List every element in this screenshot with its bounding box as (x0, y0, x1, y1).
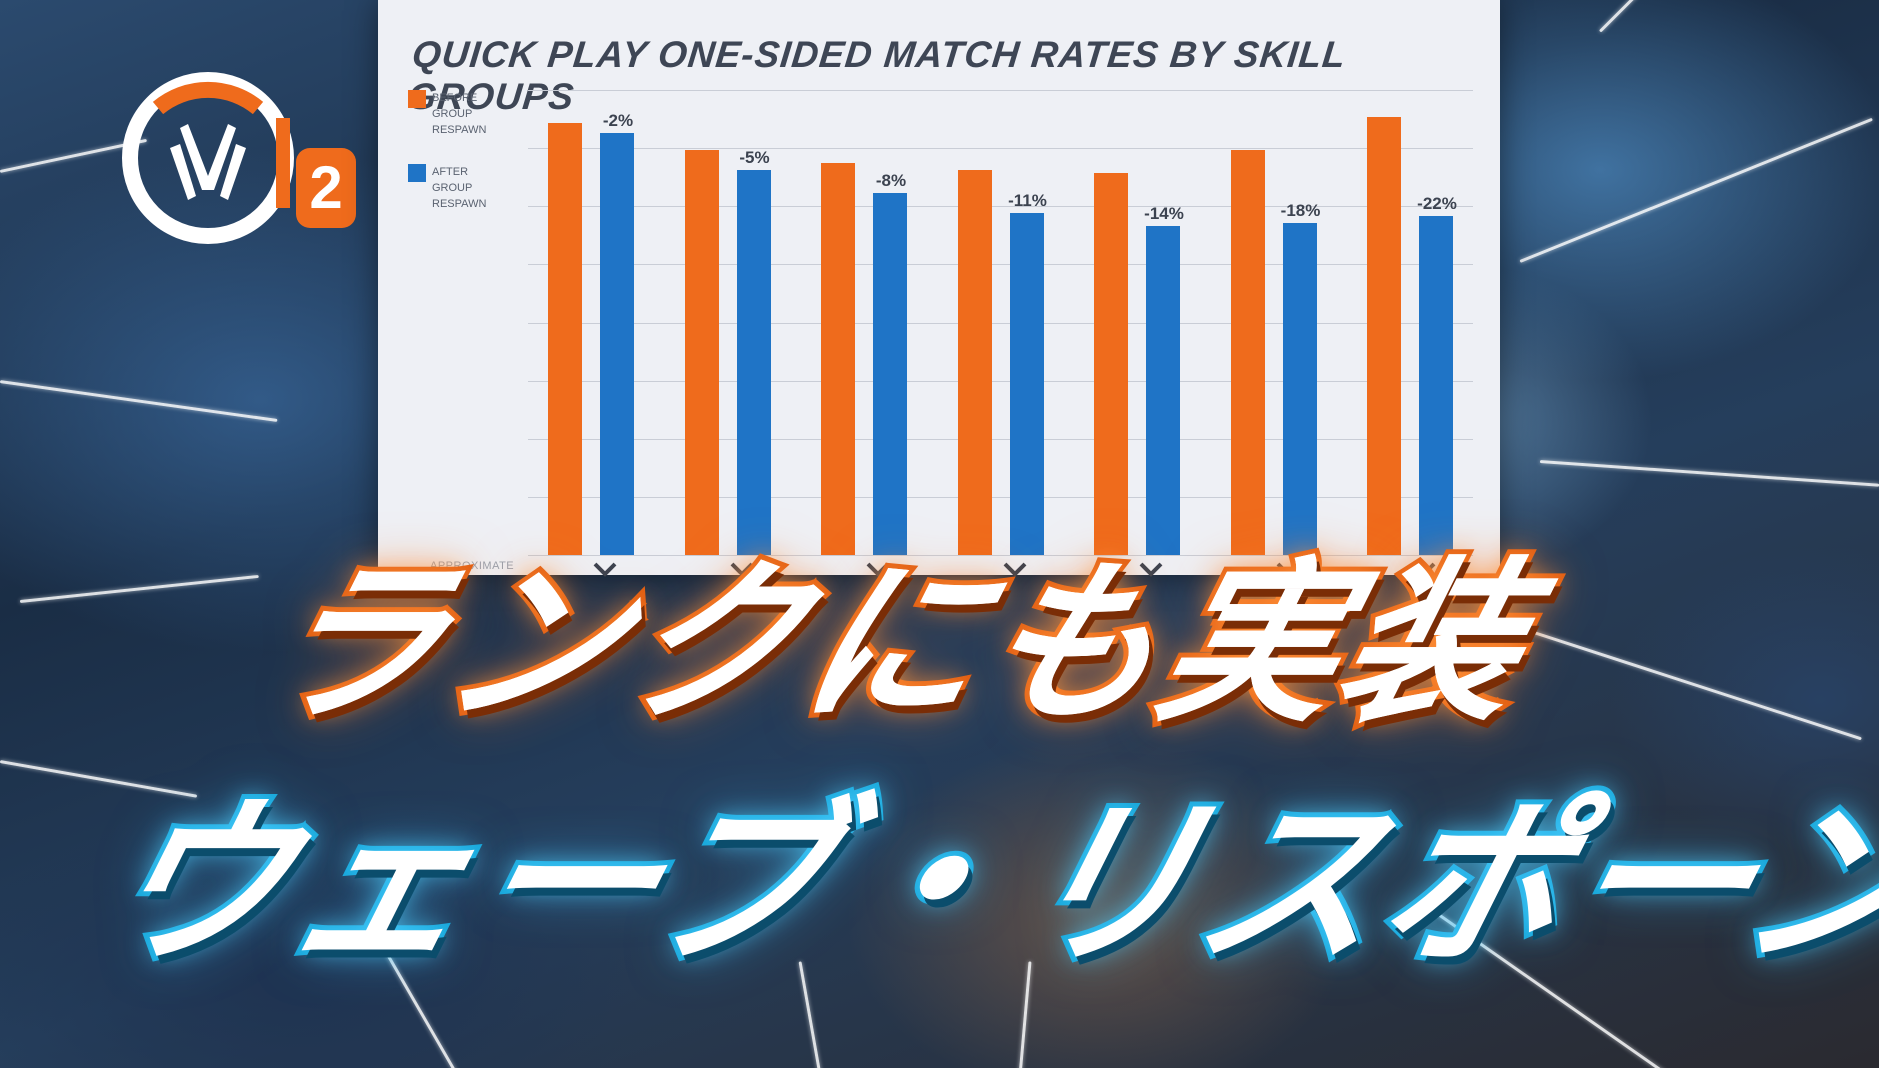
bar-after (1282, 222, 1317, 555)
percent-change-label: -8% (875, 170, 907, 190)
bar-group-master: -18% (1230, 90, 1341, 555)
rank-tier-chevron-icon (1276, 562, 1299, 577)
percent-change-label: -18% (1280, 200, 1321, 220)
bar-after (736, 169, 771, 555)
bar-group-bronze: -2% (548, 90, 658, 555)
overwatch-emblem-icon (122, 72, 294, 244)
bar-before (957, 169, 992, 555)
rank-tier-chevron-icon (1003, 562, 1026, 577)
bar-after (1009, 212, 1044, 555)
gridline (528, 496, 1473, 498)
speed-line (1598, 0, 1785, 33)
legend-label: Before Group Respawn (432, 92, 487, 136)
overwatch-2-logo: 2 (122, 72, 356, 244)
percent-change-label: -2% (602, 111, 634, 131)
speed-line (1519, 117, 1873, 263)
gridline (528, 438, 1473, 440)
percent-change-label: -5% (739, 147, 770, 167)
rank-tier-chevron-icon (1412, 562, 1436, 577)
percent-change-label: -11% (1008, 190, 1047, 210)
gridline (528, 206, 1473, 208)
bar-before (1230, 149, 1265, 555)
bar-group-gold: -8% (821, 90, 931, 555)
chart-legend: Before Group Respawn After Group Respawn (408, 90, 538, 238)
rank-tier-chevron-icon (866, 562, 890, 577)
speed-line (0, 380, 278, 422)
legend-swatch-orange (408, 90, 426, 108)
percent-change-label: -22% (1417, 194, 1457, 214)
bar-after (873, 192, 907, 555)
bar-before (548, 123, 582, 555)
bar-group-diamond: -14% (1094, 90, 1204, 555)
bar-group-platinum: -11% (957, 90, 1068, 555)
bar-before (1094, 173, 1128, 555)
rank-tier-chevron-icon (1139, 562, 1163, 577)
gridline (528, 555, 1473, 556)
svg-text:2: 2 (309, 154, 342, 221)
headline-line-2: ウェーブ・リスポーン (80, 779, 1879, 990)
bar-group-grandmaster: -22% (1367, 90, 1477, 555)
speed-line (1539, 460, 1879, 487)
headline-line-1: ランクにも実装 (241, 542, 1553, 747)
rank-tier-chevron-icon (593, 562, 617, 577)
chart-panel: Quick Play One-Sided Match Rates by Skil… (378, 0, 1500, 577)
number-2-badge-icon: 2 (296, 148, 356, 228)
bar-plot-area: -2% -5% -8% -11% -14% -18% -22% (528, 90, 1473, 556)
bar-before (1367, 116, 1401, 555)
speed-line (19, 574, 259, 603)
rank-tier-chevron-icon (730, 562, 753, 577)
bar-before (821, 163, 855, 555)
bar-group-silver: -5% (684, 90, 795, 555)
gridline (528, 380, 1473, 382)
gridline (528, 90, 1473, 91)
legend-item-before: Before Group Respawn (408, 90, 538, 138)
gridline (528, 322, 1473, 324)
bar-after (1419, 216, 1453, 555)
gridline (528, 264, 1473, 266)
percent-change-label: -14% (1144, 204, 1184, 224)
bar-after (600, 133, 634, 555)
x-axis-label: Approximate (430, 560, 515, 572)
speed-line (1499, 620, 1862, 741)
gridline (528, 148, 1473, 150)
legend-item-after: After Group Respawn (408, 164, 538, 212)
legend-label: After Group Respawn (432, 166, 487, 210)
legend-swatch-blue (408, 164, 426, 182)
bar-before (684, 149, 719, 555)
bar-after (1146, 226, 1180, 555)
